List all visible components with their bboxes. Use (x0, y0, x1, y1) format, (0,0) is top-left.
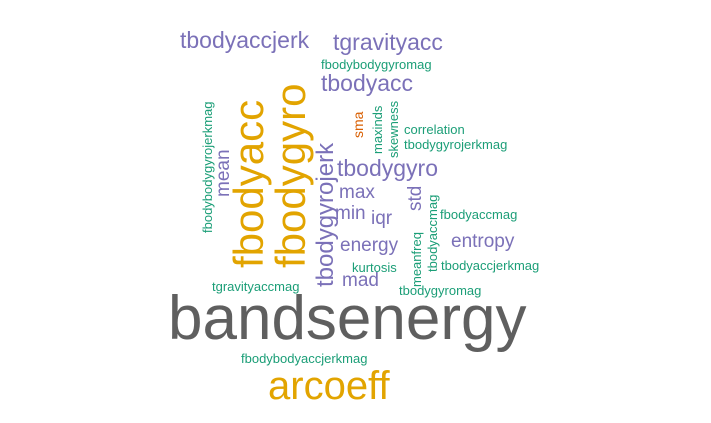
word-tgravityaccmag: tgravityaccmag (212, 279, 300, 294)
word-mad: mad (342, 270, 379, 291)
word-correlation: correlation (404, 122, 465, 137)
word-tbodygyromag: tbodygyromag (399, 283, 482, 298)
word-tbodyaccjerkmag: tbodyaccjerkmag (441, 258, 540, 273)
word-min: min (335, 203, 366, 224)
word-energy: energy (340, 235, 399, 256)
word-tbodygyrojerk: tbodygyrojerk (312, 142, 339, 287)
word-tbodygyro: tbodygyro (337, 155, 439, 181)
word-kurtosis: kurtosis (352, 260, 397, 275)
word-tbodygyrojerkmag: tbodygyrojerkmag (404, 137, 508, 152)
word-mean: mean (213, 149, 234, 197)
word-arcoeff: arcoeff (268, 364, 390, 408)
word-maxinds: maxinds (370, 105, 385, 154)
word-fbodybodygyromag: fbodybodygyromag (321, 57, 432, 72)
word-entropy: entropy (451, 231, 515, 252)
word-fbodybodyaccjerkmag: fbodybodyaccjerkmag (241, 351, 368, 366)
word-fbodyaccmag: fbodyaccmag (440, 207, 518, 222)
word-fbodyacc: fbodyacc (225, 99, 272, 268)
word-max: max (339, 182, 375, 203)
word-sma: sma (350, 111, 366, 138)
word-skewness: skewness (386, 100, 401, 158)
word-fbodybodygyrojerkmag: fbodybodygyrojerkmag (200, 101, 215, 233)
word-meanfreq: meanfreq (409, 232, 424, 287)
word-iqr: iqr (371, 208, 393, 229)
word-tgravityacc: tgravityacc (333, 29, 443, 55)
word-tbodyaccmag: tbodyaccmag (425, 194, 440, 272)
word-tbodyaccjerk: tbodyaccjerk (180, 27, 310, 53)
word-tbodyacc: tbodyacc (321, 70, 414, 96)
word-bandsenergy: bandsenergy (168, 284, 527, 353)
word-fbodygyro: fbodygyro (267, 83, 314, 268)
word-std: std (405, 185, 426, 211)
